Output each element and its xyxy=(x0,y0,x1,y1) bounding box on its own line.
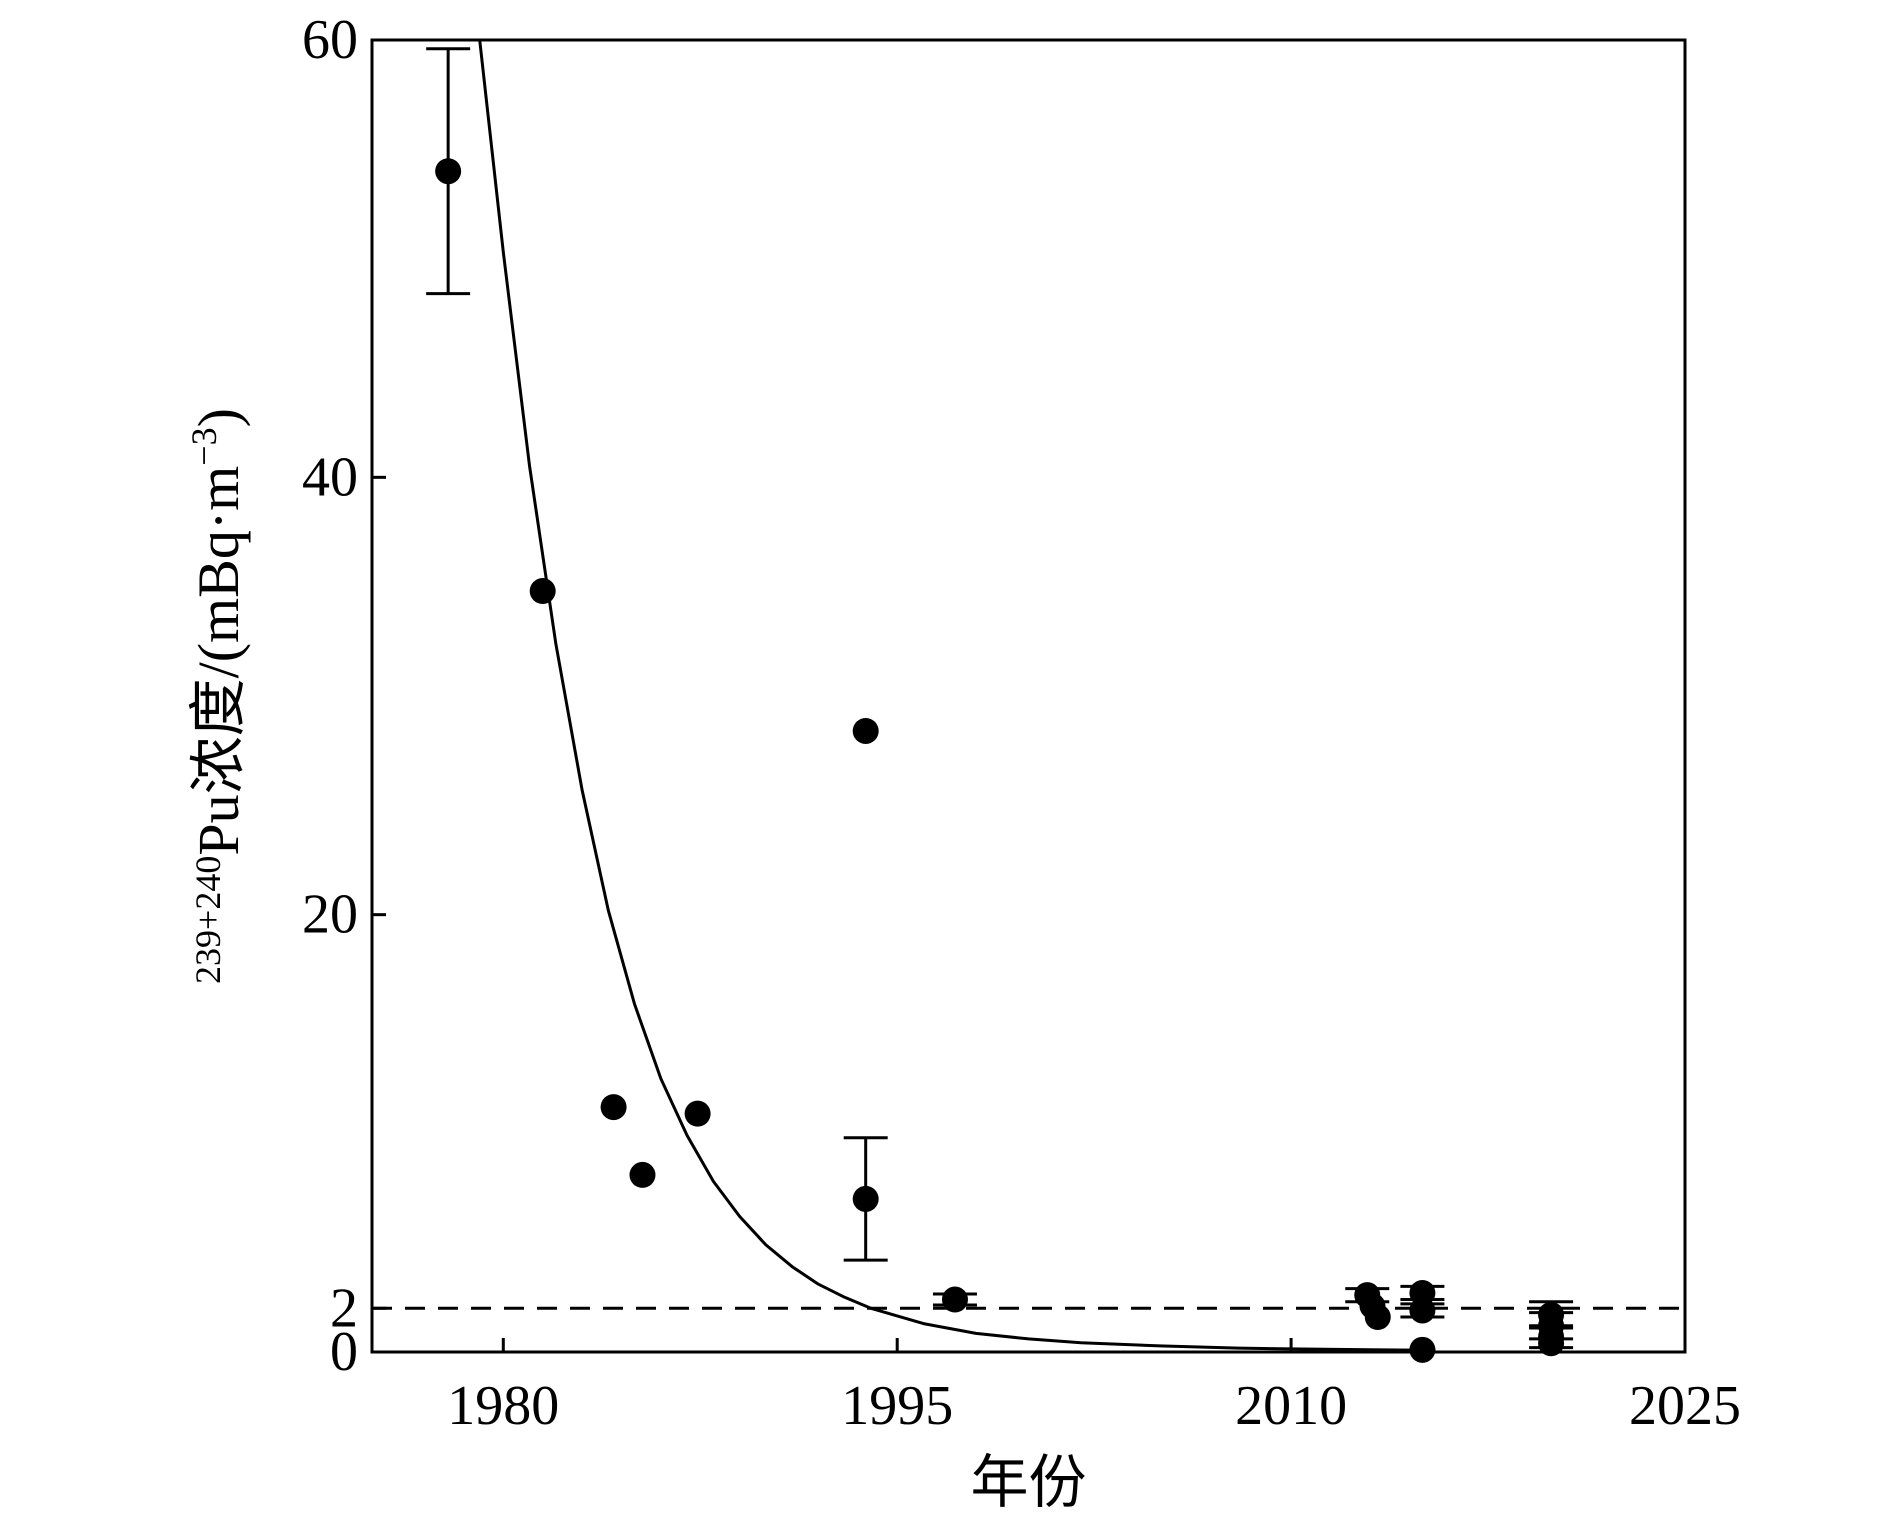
y-axis-title-closing: ) xyxy=(186,408,251,427)
x-tick-label: 1995 xyxy=(841,1375,953,1437)
fit-curve xyxy=(478,39,1436,1352)
y-tick-label: 60 xyxy=(302,9,358,71)
data-point xyxy=(1409,1336,1436,1363)
data-point xyxy=(1538,1330,1565,1357)
data-point xyxy=(600,1094,627,1121)
plot-frame xyxy=(370,38,1687,1354)
data-point xyxy=(629,1161,656,1188)
y-axis-title: 239+240Pu浓度/(mBq·m−3) xyxy=(184,408,251,984)
x-tick-label: 2010 xyxy=(1235,1375,1347,1437)
data-point xyxy=(1359,1293,1386,1320)
y-axis-title-exponent: −3 xyxy=(184,427,224,465)
y-axis-title-superscript: 239+240 xyxy=(188,856,228,984)
data-point xyxy=(1409,1297,1436,1324)
data-point xyxy=(529,578,556,605)
data-point xyxy=(852,1185,879,1212)
y-tick-label: 40 xyxy=(302,446,358,508)
x-tick-label: 2025 xyxy=(1629,1375,1741,1437)
y-tick-label: 0 xyxy=(330,1321,358,1383)
data-point xyxy=(435,158,462,185)
y-tick-label: 2 xyxy=(330,1277,358,1339)
data-point xyxy=(852,717,879,744)
y-axis-title-main: Pu浓度/(mBq·m xyxy=(186,466,251,856)
x-axis-title: 年份 xyxy=(970,1450,1086,1515)
x-tick-label: 1980 xyxy=(447,1375,559,1437)
y-tick-label: 20 xyxy=(302,884,358,946)
data-point xyxy=(941,1286,968,1313)
data-point xyxy=(684,1100,711,1127)
